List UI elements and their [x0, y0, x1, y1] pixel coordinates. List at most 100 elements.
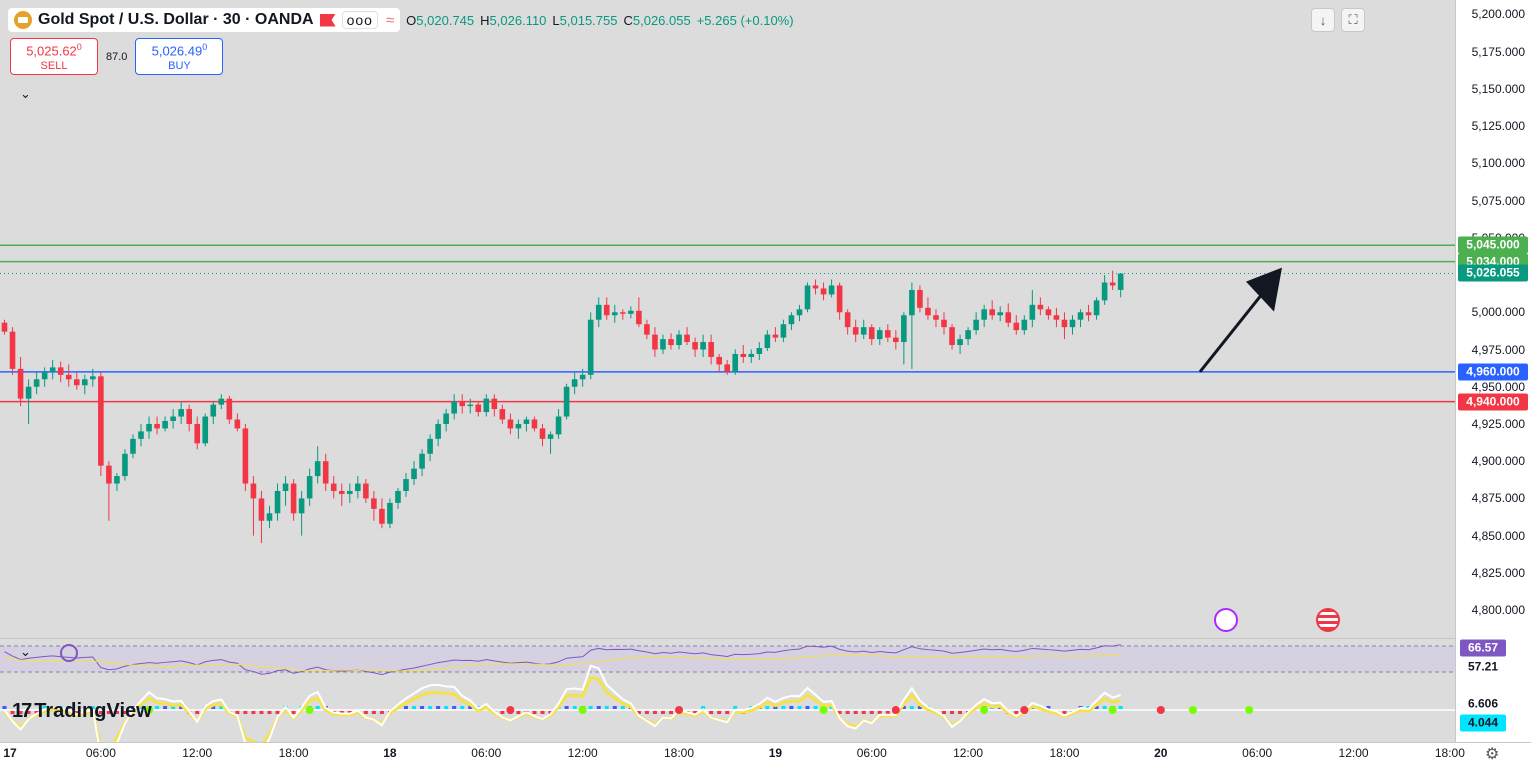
osc-histogram-bar [620, 706, 625, 709]
candle-body [547, 434, 554, 439]
candle-body [876, 330, 883, 340]
price-tick-label: 4,850.000 [1471, 528, 1525, 543]
candle-body [796, 309, 803, 316]
symbol-legend: Gold Spot / U.S. Dollar · 30 · OANDA ooo… [8, 8, 794, 32]
candle-body [98, 376, 104, 466]
chevron-down-icon[interactable]: ⌄ [20, 86, 31, 101]
osc-histogram-bar [733, 706, 738, 709]
candle-body [274, 490, 281, 514]
osc-histogram-bar [412, 706, 417, 709]
high-value: 5,026.110 [489, 12, 547, 28]
lightning-icon[interactable] [1214, 608, 1238, 632]
symbol-header[interactable]: Gold Spot / U.S. Dollar · 30 · OANDA ooo… [8, 8, 401, 32]
osc-histogram-bar [564, 706, 569, 709]
refresh-icon[interactable] [60, 644, 78, 662]
candlestick-chart[interactable] [0, 0, 1455, 742]
buy-label: BUY [168, 60, 191, 73]
us-flag-icon[interactable] [1316, 608, 1340, 632]
price-scale[interactable]: 5,200.000 5,175.000 5,150.000 5,125.000 5,10… [1455, 0, 1531, 742]
osc-histogram-bar [420, 706, 425, 709]
candle-body [1045, 309, 1052, 316]
candle-body [371, 498, 377, 509]
osc-signal-dot [1156, 706, 1165, 714]
osc-signal-dot [675, 706, 684, 714]
more-icon[interactable]: ooo [341, 11, 378, 29]
sell-label: SELL [40, 60, 68, 73]
chart-plot-area[interactable]: Gold Spot / U.S. Dollar · 30 · OANDA ooo… [0, 0, 1455, 742]
candle-body [1005, 312, 1012, 323]
candle-body [515, 423, 522, 429]
time-tick-label: 18:00 [1049, 746, 1080, 760]
price-level-badge[interactable]: 5,026.055 [1458, 264, 1528, 282]
candle-body [740, 353, 747, 357]
osc-histogram-bar [909, 706, 914, 709]
price-tick-label: 5,000.000 [1471, 305, 1525, 320]
candle-body [306, 476, 313, 499]
osc-signal-dot [305, 706, 314, 714]
candle-body [73, 379, 80, 386]
candle-body [716, 356, 722, 365]
price-tick-label: 5,175.000 [1471, 44, 1525, 59]
osc-histogram-bar [1014, 711, 1019, 714]
candle-body [250, 483, 257, 499]
candle-body [941, 319, 947, 328]
settings-icon[interactable]: ⚙ [1485, 746, 1500, 763]
candle-body [266, 513, 273, 521]
candle-body [724, 364, 730, 372]
candle-body [636, 310, 642, 325]
osc-histogram-bar [958, 711, 963, 714]
candle-body [65, 374, 72, 380]
osc-histogram-bar [315, 706, 320, 709]
price-level-badge[interactable]: 5,045.000 [1458, 236, 1528, 254]
buy-button[interactable]: 5,026.490 BUY [135, 38, 224, 75]
osc-histogram-bar [34, 711, 39, 714]
candle-body [330, 483, 337, 491]
osc-histogram-bar [877, 711, 882, 714]
time-axis[interactable]: 17 06:00 12:00 18:00 18 06:00 12:00 18:00 19 06:0… [0, 742, 1531, 765]
osc-histogram-bar [122, 711, 127, 714]
time-tick-label: 18:00 [664, 746, 695, 760]
osc-histogram-bar [42, 706, 47, 709]
osc-histogram-bar [1046, 706, 1051, 709]
fullscreen-icon[interactable]: ⛶ [1341, 8, 1365, 32]
osc-histogram-bar [171, 706, 176, 709]
candle-body [628, 310, 634, 314]
buy-price: 5,026.49 [151, 43, 203, 59]
candle-body [1029, 304, 1036, 320]
candle-body [106, 465, 112, 484]
candle-body [587, 319, 594, 375]
osc-histogram-bar [90, 706, 95, 709]
osc-histogram-bar [588, 706, 593, 709]
osc-histogram-bar [195, 711, 200, 714]
candle-body [684, 334, 690, 343]
candle-body [973, 319, 979, 331]
candle-body [298, 498, 305, 514]
osc-histogram-bar [98, 711, 103, 714]
candle-body [668, 339, 674, 346]
osc-histogram-bar [837, 711, 842, 714]
download-icon[interactable]: ↓ [1311, 8, 1335, 32]
buy-price-sup: 0 [202, 42, 208, 52]
candle-body [226, 398, 233, 420]
candle-body [282, 483, 289, 491]
candle-body [917, 289, 923, 308]
candle-body [708, 342, 714, 357]
osc-histogram-bar [428, 706, 433, 709]
candle-body [1053, 315, 1060, 320]
close-label: C [623, 12, 633, 28]
candle-body [933, 315, 939, 320]
candle-body [804, 285, 811, 310]
osc-value-badge: 6.606 [1460, 695, 1506, 713]
candle-body [868, 327, 875, 340]
candle-body [379, 508, 385, 524]
candle-body [363, 483, 369, 499]
wave-icon[interactable]: ≈ [385, 11, 395, 29]
flag-icon[interactable] [319, 13, 336, 27]
chevron-down-icon[interactable]: ⌄ [20, 644, 31, 659]
symbol-title[interactable]: Gold Spot / U.S. Dollar · 30 · OANDA [38, 11, 314, 28]
price-level-badge[interactable]: 4,940.000 [1458, 393, 1528, 411]
tradingview-logo[interactable]: 17 TradingView [12, 700, 152, 723]
sell-button[interactable]: 5,025.620 SELL [10, 38, 98, 75]
osc-histogram-bar [813, 706, 818, 709]
price-level-badge[interactable]: 4,960.000 [1458, 363, 1528, 381]
